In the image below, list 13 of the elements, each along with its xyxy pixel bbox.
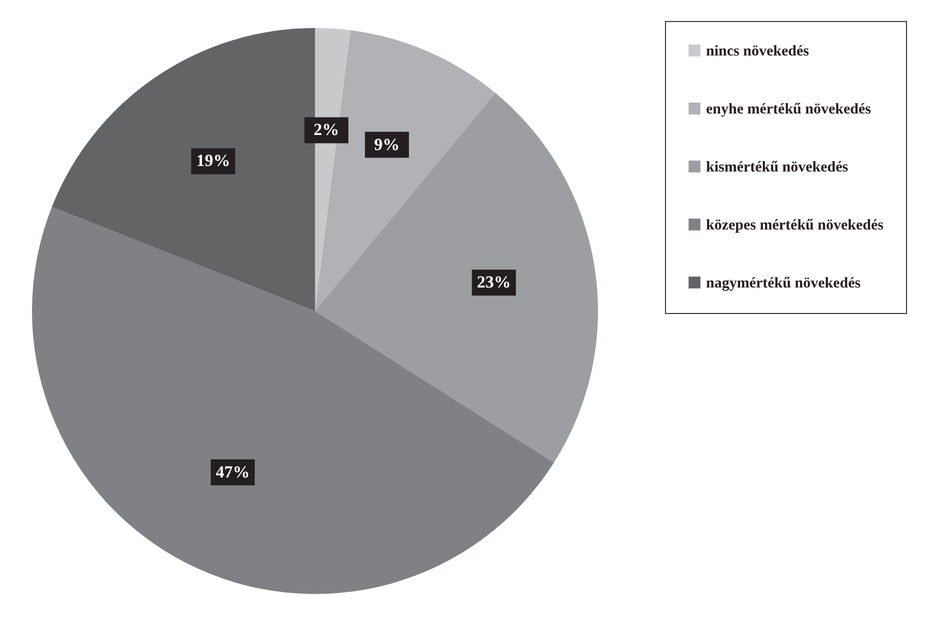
legend-label: nincs növekedés: [706, 44, 810, 60]
legend-label: közepes mértékű növekedés: [706, 218, 884, 234]
data-label: 9%: [374, 134, 400, 154]
pie-slice: [32, 206, 554, 594]
data-label: 23%: [476, 272, 511, 292]
data-label: 19%: [196, 151, 230, 170]
legend-label: kismértékű növekedés: [706, 160, 848, 176]
data-label: 47%: [216, 462, 250, 482]
data-label: 2%: [314, 120, 340, 140]
pie-slice: [315, 92, 598, 463]
legend-label: enyhe mértékű növekedés: [706, 102, 872, 118]
pie-slice: [52, 28, 315, 311]
legend-label: nagymértékű növekedés: [706, 276, 861, 292]
